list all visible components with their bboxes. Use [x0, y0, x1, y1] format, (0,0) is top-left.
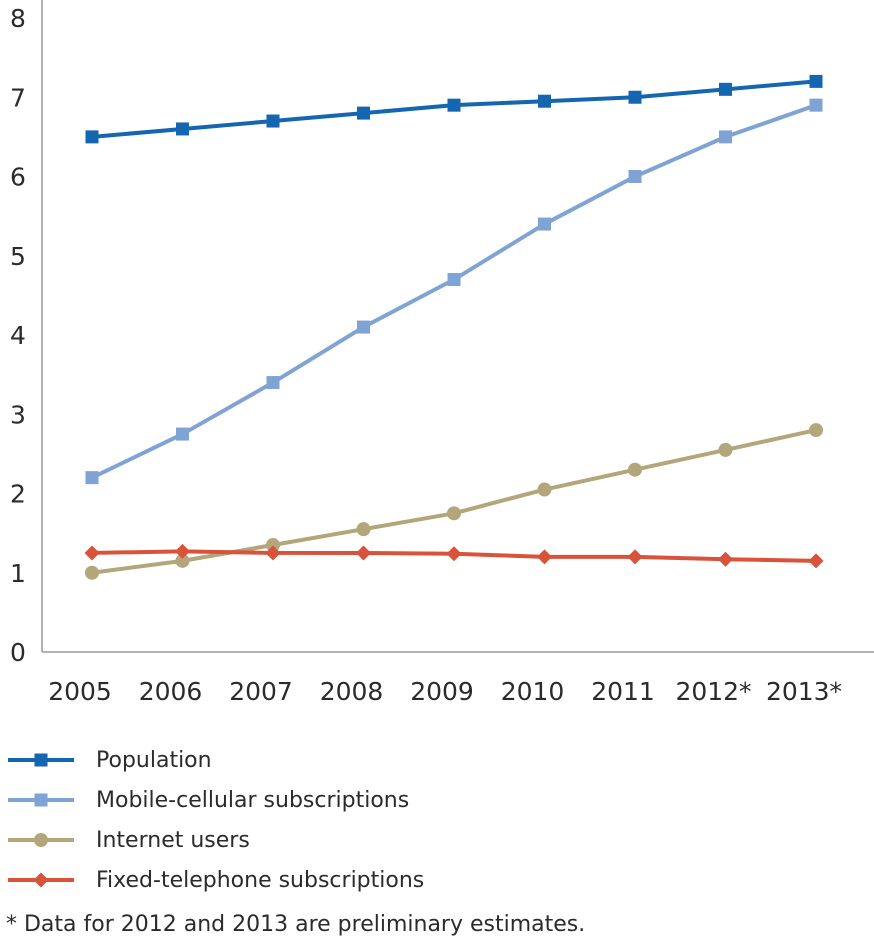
legend-marker — [34, 793, 48, 807]
data-point — [719, 82, 732, 96]
data-point — [176, 122, 189, 136]
data-point — [809, 98, 823, 112]
data-point — [176, 427, 189, 441]
data-point — [357, 320, 370, 334]
x-tick-label: 2005 — [48, 677, 112, 706]
series-mobile-cellular-subscriptions — [85, 98, 823, 485]
legend-marker — [34, 833, 48, 847]
data-point — [447, 506, 461, 521]
data-point — [84, 545, 100, 561]
legend-label: Mobile-cellular subscriptions — [96, 787, 410, 813]
y-tick-label: 1 — [10, 559, 26, 588]
x-tick-label: 2009 — [410, 677, 474, 706]
data-point — [808, 553, 824, 569]
legend-item: Population — [6, 740, 424, 780]
data-point — [719, 130, 732, 144]
data-point — [85, 130, 99, 144]
legend-label: Fixed-telephone subscriptions — [96, 867, 425, 893]
y-tick-label: 2 — [10, 480, 26, 509]
legend-marker — [34, 753, 48, 767]
data-point — [809, 423, 823, 438]
data-point — [809, 74, 823, 88]
axes: 0 1 2 3 4 5 6 7 8 2005 2006 2007 2008 2009 2010 2011 201… — [10, 0, 874, 706]
data-point — [265, 545, 281, 561]
y-tick-label: 5 — [10, 242, 26, 271]
data-point — [538, 94, 551, 108]
data-point — [175, 543, 190, 559]
legend-swatch — [8, 793, 74, 807]
series-line — [91, 103, 817, 480]
legend-swatch — [8, 753, 74, 767]
data-point — [357, 106, 370, 120]
x-tick-label: 2012* — [675, 677, 751, 706]
legend-label: Internet users — [96, 827, 250, 853]
data-point — [537, 482, 552, 497]
data-point — [266, 376, 280, 390]
legend-marker — [33, 872, 49, 888]
data-point — [356, 522, 371, 537]
y-tick-label: 4 — [10, 321, 26, 350]
data-point — [356, 545, 371, 561]
footnote: * Data for 2012 and 2013 are preliminary… — [6, 912, 586, 937]
data-point — [85, 565, 99, 580]
data-point — [447, 273, 461, 287]
legend-item: Mobile-cellular subscriptions — [6, 780, 424, 820]
data-point — [85, 471, 99, 485]
data-point — [447, 98, 461, 112]
y-tick-label: 3 — [10, 400, 26, 429]
data-point — [718, 442, 733, 457]
y-tick-label: 6 — [10, 163, 26, 192]
series-internet-users — [85, 423, 823, 580]
data-point — [628, 170, 642, 183]
legend-label: Population — [96, 747, 212, 773]
series-layer — [84, 74, 824, 580]
data-point — [446, 546, 462, 562]
series-population — [85, 74, 823, 144]
data-point — [718, 551, 733, 567]
data-point — [537, 549, 552, 565]
x-tick-label: 2011 — [591, 677, 655, 706]
x-tick-label: 2008 — [320, 677, 384, 706]
x-tick-label: 2013* — [766, 677, 842, 706]
series-fixed-telephone-subscriptions — [84, 543, 824, 569]
y-tick-label: 7 — [10, 83, 26, 112]
y-tick-label: 0 — [10, 638, 26, 667]
data-point — [175, 553, 190, 568]
legend-swatch — [8, 872, 74, 888]
data-point — [628, 90, 642, 104]
data-point — [266, 538, 280, 553]
data-point — [628, 462, 642, 477]
x-tick-label: 2010 — [501, 677, 565, 706]
x-tick-label: 2007 — [229, 677, 293, 706]
data-point — [538, 217, 551, 231]
x-tick-label: 2006 — [139, 677, 203, 706]
data-point — [627, 549, 643, 565]
y-tick-label: 8 — [10, 4, 26, 33]
line-chart: 0 1 2 3 4 5 6 7 8 2005 2006 2007 2008 2009 2010 2011 201… — [10, 0, 874, 706]
data-point — [266, 114, 280, 128]
legend-item: Fixed-telephone subscriptions — [6, 860, 424, 900]
legend-swatch — [8, 833, 74, 847]
legend: Population Mobile-cellular subscriptions I… — [6, 740, 424, 900]
legend-item: Internet users — [6, 820, 424, 860]
